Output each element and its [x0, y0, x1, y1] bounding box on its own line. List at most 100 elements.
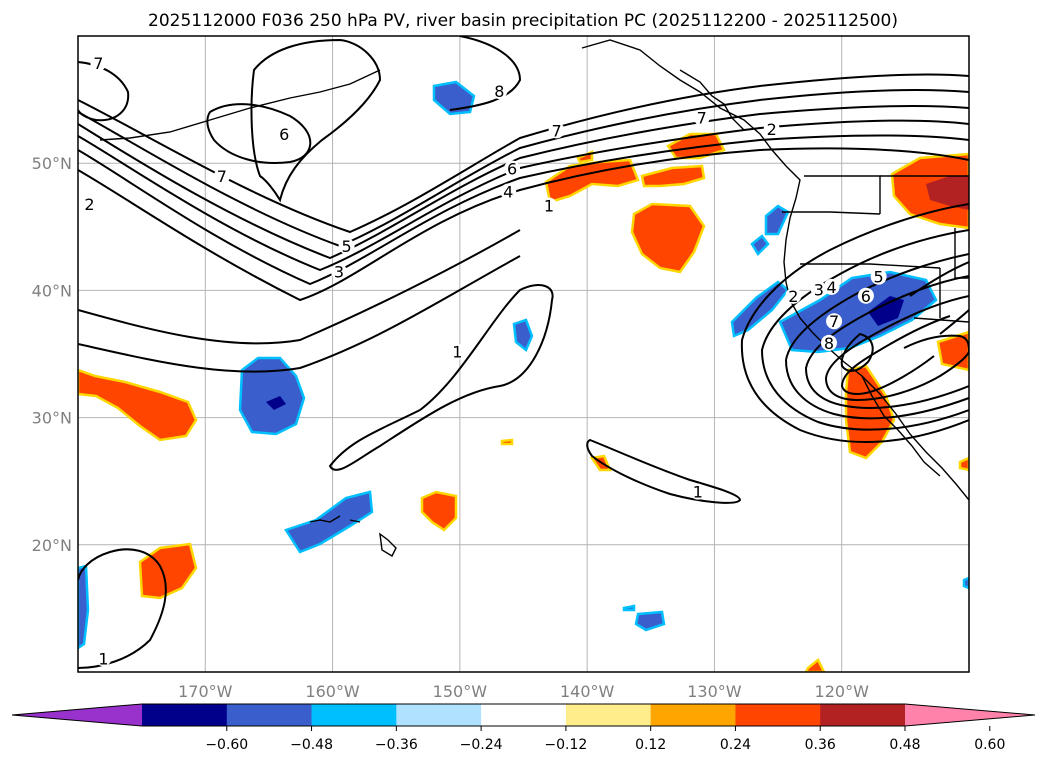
contour-label: 4 — [826, 278, 836, 297]
contour-label: 1 — [693, 483, 703, 502]
colorbar-bin — [311, 704, 397, 726]
contour-label-bg — [826, 313, 843, 330]
map-frame — [77, 35, 970, 673]
contour-label-bg — [820, 334, 837, 351]
contour-label-bg — [500, 183, 517, 200]
alaska-coast — [581, 39, 801, 199]
contour-label-bg — [810, 281, 827, 298]
pv-contour — [824, 295, 969, 402]
colorbar-tick-label: 0.36 — [805, 737, 836, 753]
pv-contour — [78, 147, 969, 302]
pv-contour — [784, 253, 969, 420]
pv-contour — [78, 548, 167, 669]
contour-label: 3 — [814, 280, 824, 299]
precip-patch — [622, 604, 636, 612]
hawaii-islands — [309, 515, 397, 557]
colorbar-tick-label: −0.36 — [375, 737, 418, 753]
colorbar-tick-label: 0.60 — [974, 737, 1005, 753]
pv-contours — [78, 36, 969, 669]
colorbar-bin — [142, 704, 228, 726]
pv-contour — [328, 284, 554, 471]
contour-label-bg — [95, 650, 112, 667]
pv-contour — [250, 38, 382, 203]
contour-label: 1 — [98, 649, 108, 668]
colorbar-bin — [565, 704, 652, 726]
contour-label-bg — [449, 343, 466, 360]
contour-label: 2 — [767, 120, 777, 139]
y-axis-tick-labels: 50°N 40°N 30°N 20°N — [32, 154, 72, 555]
contour-label-bg — [548, 122, 565, 139]
pv-contour — [78, 73, 969, 234]
contour-label: 6 — [507, 160, 517, 179]
contour-label-bg — [540, 197, 557, 214]
contour-label: 7 — [829, 312, 839, 331]
contour-label-bg — [693, 109, 710, 126]
contour-label-bg — [504, 160, 521, 177]
contour-label: 7 — [697, 109, 707, 128]
pv-contour — [78, 89, 969, 248]
contour-label: 3 — [334, 263, 344, 282]
great-basin-border — [782, 175, 969, 323]
contour-label: 7 — [552, 121, 562, 140]
pv-contour — [206, 103, 312, 164]
precip-positive-shading — [78, 132, 969, 672]
pv-contour — [78, 134, 969, 286]
west-coast — [783, 197, 969, 501]
colorbar-bin — [650, 704, 736, 726]
contour-label: 7 — [217, 167, 227, 186]
x-tick-label: 120°W — [815, 682, 870, 701]
contour-label-bg — [491, 82, 508, 99]
colorbar-tick-label: 0.48 — [889, 737, 920, 753]
precip-patch — [750, 234, 770, 257]
precip-patch — [500, 438, 514, 446]
precip-patch — [432, 80, 476, 116]
contour-label-bg — [689, 483, 706, 500]
contour-label: 8 — [494, 82, 504, 101]
colorbar-extend-max — [905, 704, 1035, 726]
colorbar-bin — [481, 704, 567, 726]
x-axis-tick-labels: 170°W 160°W 150°W 140°W 130°W 120°W — [178, 682, 869, 701]
x-tick-label: 160°W — [305, 682, 360, 701]
pv-contour — [78, 255, 521, 373]
precip-strong-negative-patch — [868, 296, 904, 326]
contour-label: 4 — [503, 182, 513, 201]
contour-label: 1 — [544, 196, 554, 215]
contour-label-bg — [81, 196, 98, 213]
colorbar-tick-label: −0.24 — [460, 737, 503, 753]
contour-label-bg — [857, 287, 874, 304]
y-tick-label: 40°N — [32, 281, 72, 300]
precip-patch — [420, 490, 458, 532]
map-background — [78, 36, 969, 672]
baja-peninsula — [861, 375, 941, 477]
colorbar-bin — [735, 704, 821, 726]
precip-patch — [630, 202, 706, 274]
alaska-panhandle — [679, 69, 745, 131]
precip-patch — [634, 610, 666, 632]
chart-title: 2025112000 F036 250 hPa PV, river basin … — [148, 11, 898, 31]
pv-contour — [449, 36, 522, 111]
x-tick-label: 170°W — [178, 682, 233, 701]
pv-contour — [740, 203, 969, 444]
colorbar-extend-min — [12, 704, 142, 726]
pv-contour — [840, 315, 951, 395]
colorbar-tick-label: 0.12 — [635, 737, 666, 753]
contour-label-bg — [330, 263, 347, 280]
canada-us-border — [804, 175, 881, 214]
y-tick-label: 30°N — [32, 409, 72, 428]
colorbar-outline — [11, 703, 1036, 727]
contour-label-bg — [823, 278, 840, 295]
contour-label-bg — [763, 121, 780, 138]
colorbar-bin — [396, 704, 482, 726]
colorbar-tick-label: 0.24 — [720, 737, 751, 753]
contour-label-bg — [870, 268, 887, 285]
colorbar-tick-label: −0.48 — [290, 737, 333, 753]
y-tick-label: 20°N — [32, 536, 72, 555]
contour-label: 8 — [824, 334, 834, 353]
pv-contour — [78, 105, 969, 260]
precip-patch — [730, 280, 790, 338]
colorbar-tick-label: −0.60 — [205, 737, 248, 753]
contour-label-bg — [785, 287, 802, 304]
contour-label: 7 — [93, 54, 103, 73]
precip-patch — [958, 456, 969, 472]
